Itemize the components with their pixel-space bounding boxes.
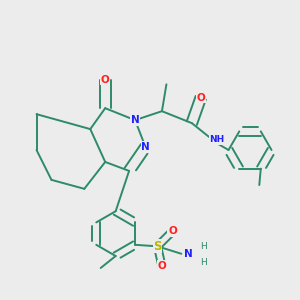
Text: N: N: [131, 115, 140, 125]
Text: O: O: [196, 93, 205, 103]
Text: NH: NH: [210, 135, 225, 144]
Text: N: N: [141, 142, 150, 152]
Text: O: O: [158, 261, 166, 271]
Text: O: O: [101, 75, 110, 85]
Text: H: H: [200, 258, 207, 267]
Text: H: H: [200, 242, 207, 251]
Text: S: S: [153, 240, 162, 253]
Text: N: N: [184, 249, 193, 259]
Text: O: O: [168, 226, 177, 236]
